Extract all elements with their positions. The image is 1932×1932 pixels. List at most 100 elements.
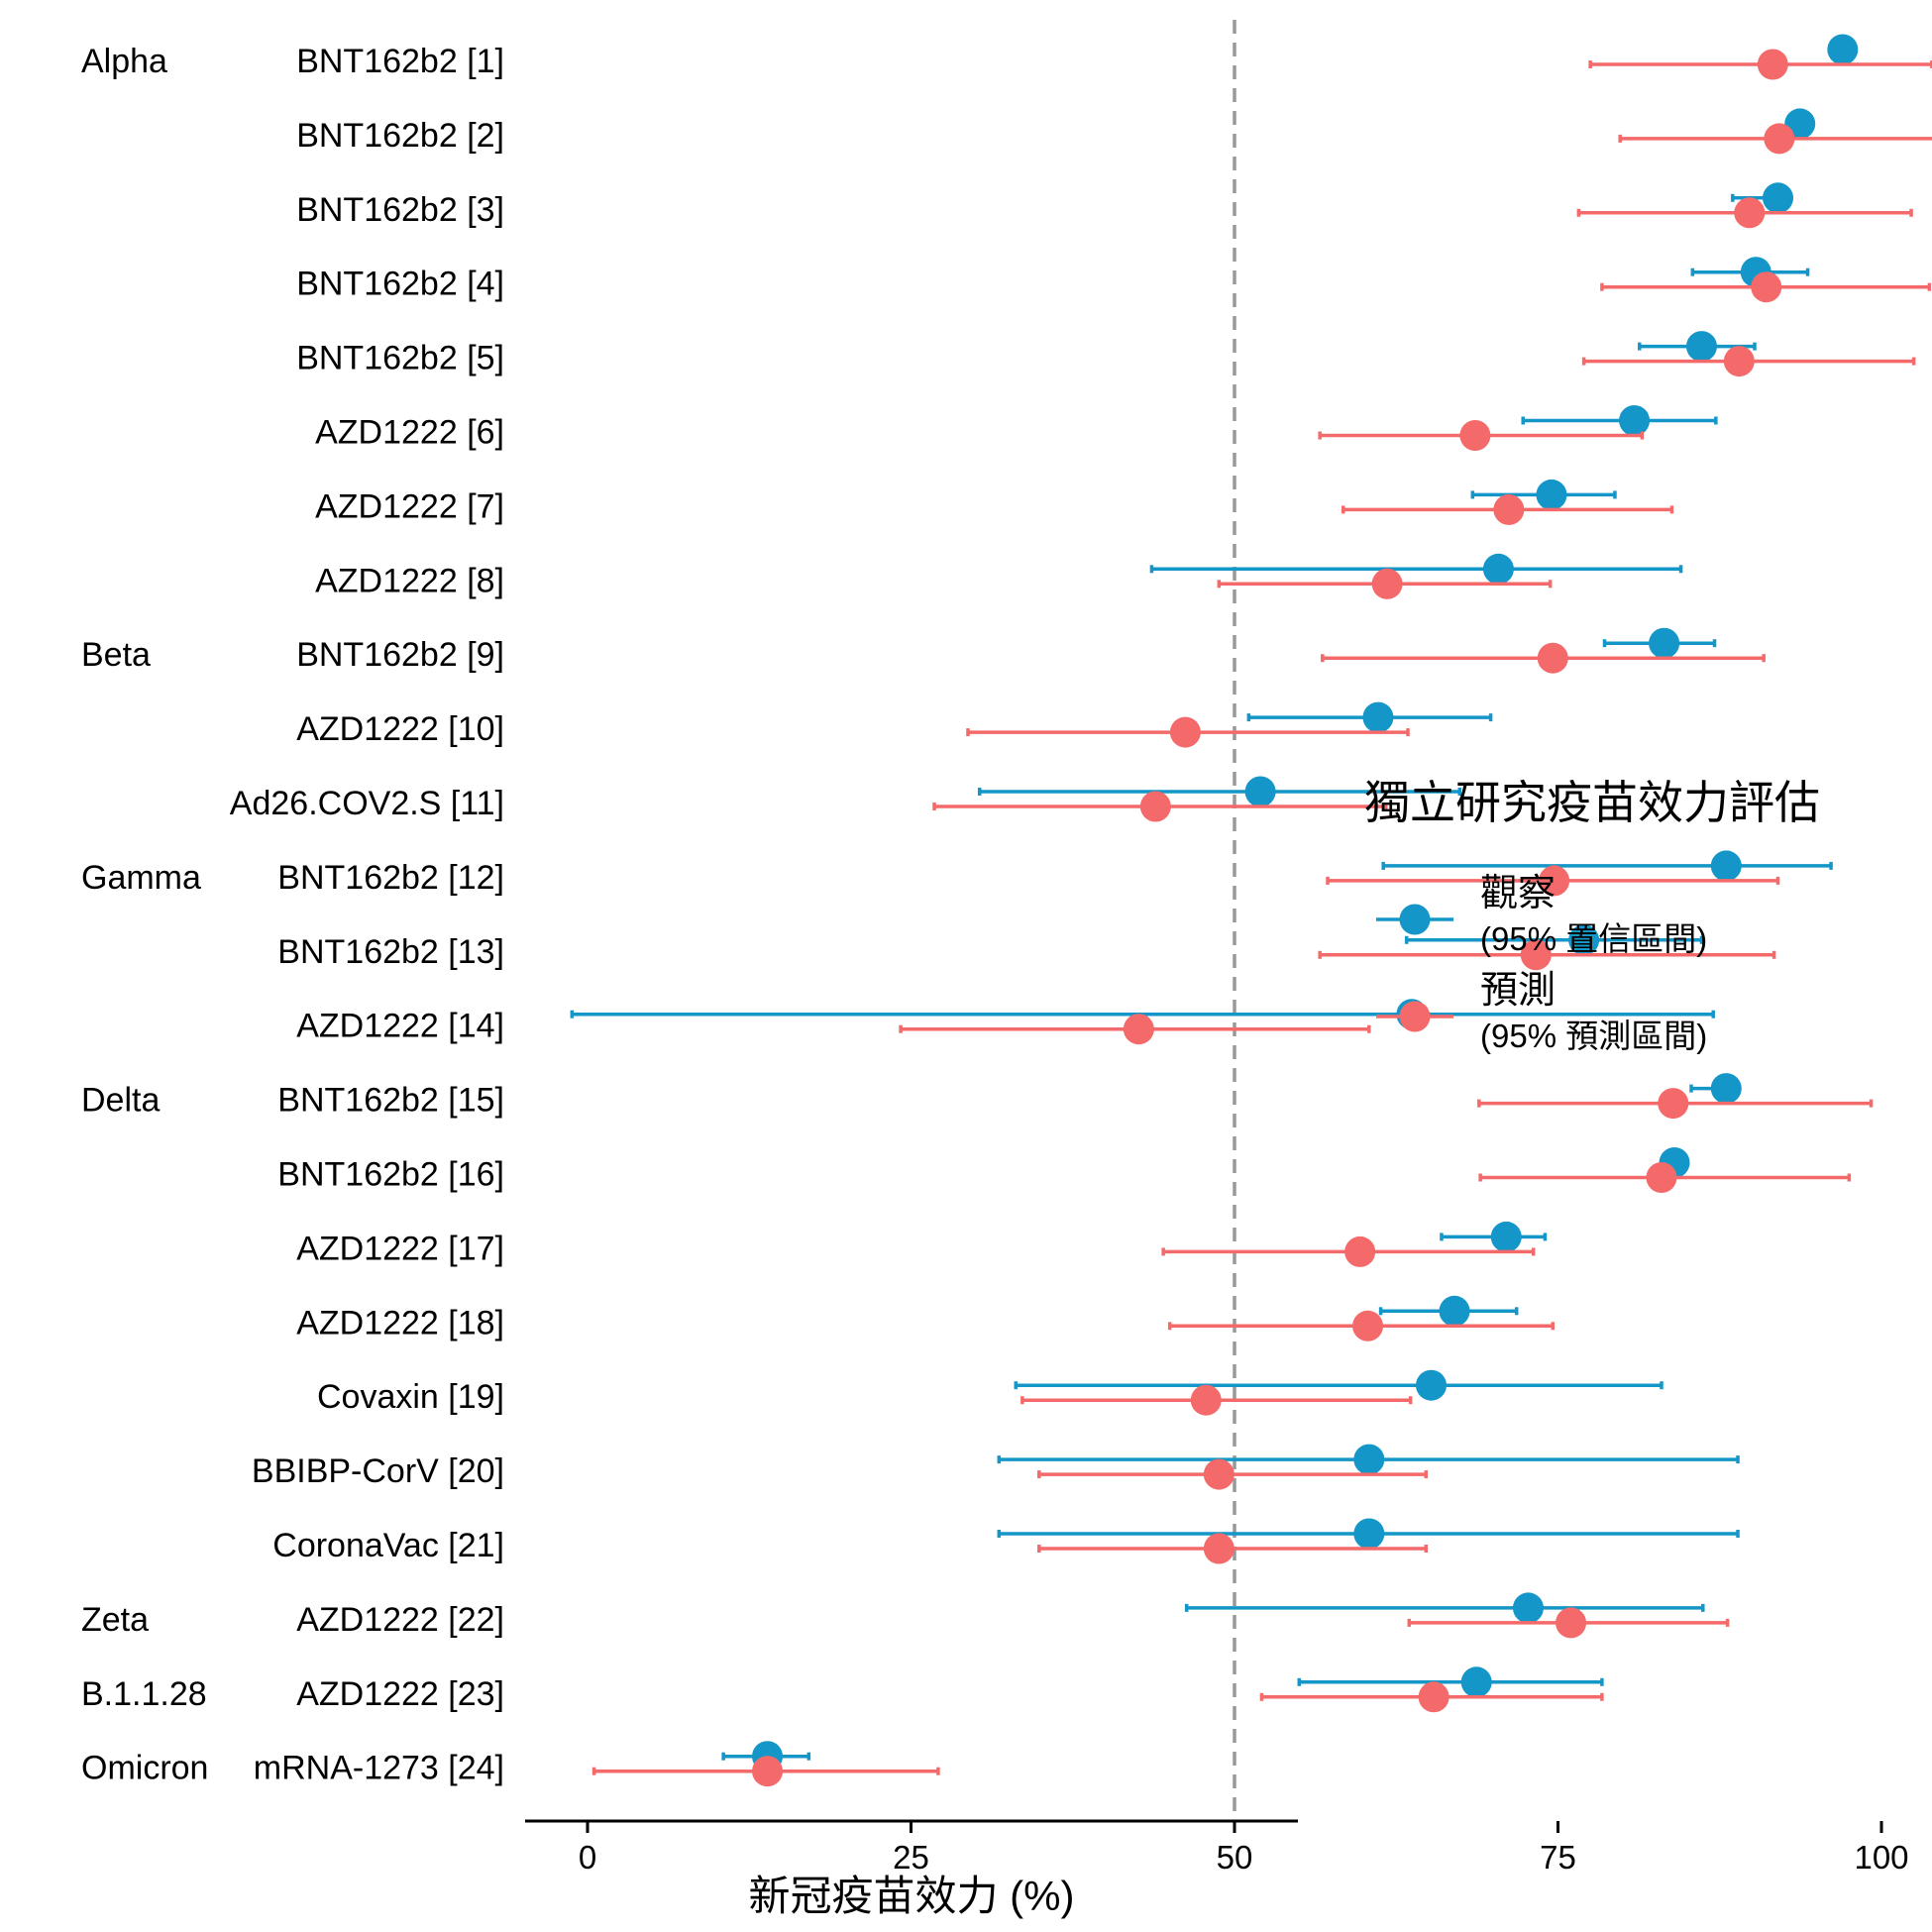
predicted-point <box>1123 1014 1154 1045</box>
observed-point <box>1512 1592 1544 1624</box>
predicted-point <box>1418 1681 1449 1713</box>
legend-key-point <box>1399 904 1431 935</box>
legend-key-point <box>1399 1001 1431 1032</box>
forest-row: AZD1222 [6] <box>315 405 1718 452</box>
forest-row: BNT162b2 [4] <box>296 257 1932 303</box>
vaccine-label: BNT162b2 [3] <box>296 191 504 229</box>
observed-point <box>1827 34 1859 65</box>
vaccine-label: BNT162b2 [4] <box>296 266 504 303</box>
group-label: Zeta <box>81 1601 149 1639</box>
vaccine-label: BNT162b2 [2] <box>296 117 504 155</box>
predicted-point <box>1658 1088 1689 1120</box>
x-tick-label: 75 <box>1540 1839 1576 1876</box>
forest-row: Covaxin [19] <box>317 1369 1664 1416</box>
predicted-point <box>1344 1235 1376 1267</box>
predicted-point <box>1371 568 1403 599</box>
vaccine-label: AZD1222 [23] <box>296 1675 504 1713</box>
forest-row: BNT162b2 [5] <box>296 331 1916 377</box>
observed-point <box>1362 701 1394 733</box>
predicted-point <box>1556 1607 1587 1639</box>
legend-title: 獨立研究疫苗效力評估 <box>1364 777 1820 828</box>
forest-row: Zeta AZD1222 [22] <box>81 1592 1730 1639</box>
predicted-point <box>1520 939 1552 971</box>
predicted-point <box>1723 346 1755 377</box>
observed-point <box>1619 405 1651 436</box>
observed-point <box>1710 1073 1742 1105</box>
group-label: B.1.1.28 <box>81 1675 207 1713</box>
legend-item-subtitle: (95% 置信區間) <box>1480 920 1707 957</box>
forest-row: Alpha BNT162b2 [1] <box>81 34 1932 80</box>
x-axis-label: 新冠疫苗效力 (%) <box>749 1873 1075 1919</box>
forest-row: BNT162b2 [13] <box>277 924 1776 971</box>
x-tick-label: 50 <box>1217 1839 1253 1876</box>
group-label: Gamma <box>81 859 201 897</box>
predicted-point <box>1203 1458 1234 1490</box>
vaccine-label: AZD1222 [17] <box>296 1230 504 1267</box>
predicted-point <box>1139 791 1171 822</box>
observed-point <box>1685 331 1717 363</box>
forest-row: AZD1222 [18] <box>296 1295 1556 1342</box>
vaccine-label: Ad26.COV2.S [11] <box>230 785 504 822</box>
vaccine-label: BNT162b2 [12] <box>277 859 504 897</box>
x-tick-label: 0 <box>579 1839 596 1876</box>
forest-row: Beta BNT162b2 [9] <box>81 627 1766 674</box>
forest-row: AZD1222 [14] <box>296 999 1715 1045</box>
group-label: Beta <box>81 636 151 674</box>
forest-row: Omicron mRNA-1273 [24] <box>81 1741 940 1787</box>
predicted-point <box>1757 49 1788 80</box>
vaccine-label: Covaxin [19] <box>317 1378 504 1416</box>
observed-point <box>1536 479 1567 510</box>
vaccine-label: BNT162b2 [16] <box>277 1156 504 1194</box>
forest-row: CoronaVac [21] <box>272 1518 1740 1564</box>
plot-rows: Alpha BNT162b2 [1] BNT162b2 [2] BNT162b2 [3… <box>81 34 1932 1787</box>
observed-point <box>1439 1295 1470 1327</box>
predicted-point <box>1493 493 1525 525</box>
forest-row: AZD1222 [7] <box>315 479 1674 525</box>
x-axis: 新冠疫苗效力 (%) 0 25 50 75 100 <box>525 1819 1909 1919</box>
group-label: Delta <box>81 1082 160 1120</box>
predicted-point <box>1537 642 1568 674</box>
predicted-point <box>1764 123 1795 155</box>
forest-row: BBIBP-CorV [20] <box>252 1444 1740 1490</box>
legend-item-title: 觀察 <box>1480 873 1556 914</box>
forest-row: BNT162b2 [2] <box>296 108 1932 155</box>
vaccine-label: AZD1222 [7] <box>315 487 504 525</box>
observed-point <box>1649 627 1680 659</box>
x-tick-label: 25 <box>893 1839 929 1876</box>
vaccine-label: mRNA-1273 [24] <box>254 1750 504 1787</box>
legend-item-subtitle: (95% 預測區間) <box>1480 1018 1707 1054</box>
vaccine-label: CoronaVac [21] <box>272 1527 504 1564</box>
vaccine-label: AZD1222 [8] <box>315 562 504 599</box>
vaccine-label: BNT162b2 [1] <box>296 43 504 80</box>
legend-item-title: 預測 <box>1480 970 1556 1012</box>
legend: 獨立研究疫苗效力評估 觀察 (95% 置信區間) 預測 (95% 預測區間) <box>1364 777 1820 1054</box>
forest-row: BNT162b2 [16] <box>277 1147 1852 1194</box>
observed-point <box>1710 850 1742 882</box>
forest-row: AZD1222 [8] <box>315 553 1683 599</box>
forest-row: BNT162b2 [3] <box>296 182 1913 229</box>
vaccine-label: BBIBP-CorV [20] <box>252 1452 504 1490</box>
observed-point <box>1416 1369 1448 1401</box>
forest-row: Gamma BNT162b2 [12] <box>81 850 1833 897</box>
group-label: Omicron <box>81 1750 208 1787</box>
legend-item-observed: 觀察 (95% 置信區間) <box>1376 873 1707 957</box>
x-tick-label: 100 <box>1854 1839 1908 1876</box>
vaccine-label: AZD1222 [14] <box>296 1008 504 1045</box>
predicted-point <box>1751 271 1782 303</box>
forest-row: Delta BNT162b2 [15] <box>81 1073 1874 1120</box>
forest-row: AZD1222 [10] <box>296 701 1493 748</box>
vaccine-label: AZD1222 [6] <box>315 414 504 452</box>
observed-point <box>1460 1666 1492 1698</box>
predicted-point <box>1539 865 1570 897</box>
observed-point <box>1482 553 1514 585</box>
vaccine-label: AZD1222 [18] <box>296 1304 504 1342</box>
legend-item-predicted: 預測 (95% 預測區間) <box>1376 970 1707 1054</box>
forest-row: B.1.1.28 AZD1222 [23] <box>81 1666 1604 1713</box>
vaccine-label: BNT162b2 [15] <box>277 1082 504 1120</box>
predicted-point <box>1734 197 1766 229</box>
observed-point <box>1353 1518 1385 1550</box>
predicted-point <box>1646 1162 1677 1193</box>
vaccine-label: BNT162b2 [9] <box>296 636 504 674</box>
vaccine-label: AZD1222 [10] <box>296 710 504 748</box>
